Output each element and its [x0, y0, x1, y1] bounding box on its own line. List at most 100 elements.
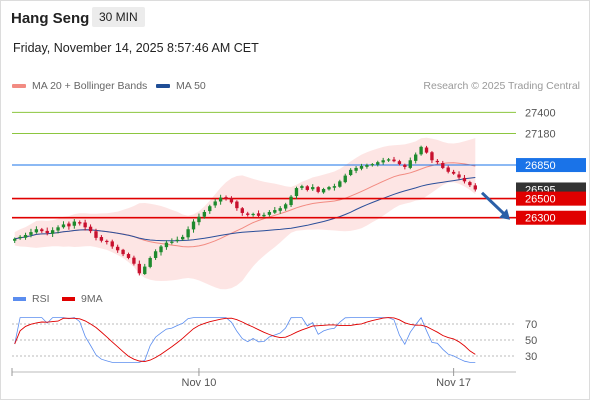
- candle-body: [202, 211, 207, 217]
- candle-body: [473, 185, 477, 190]
- candle-body: [88, 226, 93, 232]
- candle-body: [50, 230, 55, 234]
- indicator-legend-swatch-9ma: [62, 297, 75, 301]
- candle-body: [414, 154, 418, 161]
- candle-body: [34, 229, 39, 233]
- candle-body: [61, 224, 66, 228]
- candle-body: [273, 210, 277, 213]
- candle-body: [218, 197, 223, 202]
- candle-body: [408, 160, 412, 168]
- candle-body: [224, 197, 228, 199]
- candle-body: [365, 165, 369, 167]
- level-tag-26850: [516, 158, 586, 173]
- indicator-legend-label-9ma: 9MA: [81, 293, 103, 305]
- legend-item-ma50: MA 50: [156, 80, 206, 92]
- candle-body: [397, 161, 402, 165]
- candle-body: [99, 237, 104, 241]
- candle-body: [300, 186, 304, 188]
- x-axis-label: Nov 17: [436, 377, 471, 389]
- candle-body: [13, 238, 17, 241]
- candle-body: [462, 177, 467, 182]
- indicator-level-label-70: 70: [525, 319, 537, 331]
- indicator-legend-swatch-rsi: [13, 297, 26, 301]
- candle-body: [29, 232, 33, 235]
- level-tag-26500-top: [516, 191, 586, 206]
- candle-body: [132, 257, 136, 264]
- indicator-level-label-50: 50: [525, 335, 537, 347]
- candle-body: [40, 229, 44, 232]
- candle-body: [23, 234, 28, 238]
- candle-body: [56, 227, 60, 231]
- timestamp: Friday, November 14, 2025 8:57:46 AM CET: [13, 41, 259, 55]
- indicator-level-label-30: 30: [525, 351, 537, 363]
- candle-body: [343, 175, 347, 183]
- candle-body: [262, 214, 266, 217]
- candle-body: [381, 160, 385, 163]
- candle-body: [105, 240, 109, 243]
- candle-body: [229, 198, 234, 203]
- candle-body: [332, 186, 337, 188]
- candle-body: [181, 236, 185, 240]
- candle-body: [83, 222, 87, 228]
- candle-body: [67, 223, 71, 227]
- candle-body: [186, 229, 190, 238]
- candle-body: [278, 208, 282, 211]
- candle-body: [137, 263, 142, 274]
- candle-body: [403, 164, 407, 167]
- legend-item-ma20: MA 20 + Bollinger Bands: [12, 80, 147, 92]
- copyright-text: Research © 2025 Trading Central: [423, 80, 580, 92]
- level-label-27400: 27400: [525, 107, 556, 119]
- candle-body: [359, 166, 364, 169]
- timeframe-badge[interactable]: 30 MIN: [92, 7, 145, 27]
- instrument-title: Hang Seng: [11, 10, 90, 27]
- rsi-9ma-line: [14, 317, 476, 363]
- level-label-26500-top: 26500: [525, 194, 556, 206]
- projection-arrow-head: [499, 208, 510, 220]
- bollinger-band-fill: [14, 137, 476, 290]
- candle-body: [18, 236, 22, 239]
- candle-body: [94, 231, 98, 238]
- candle-body: [311, 187, 315, 190]
- candle-body: [170, 241, 174, 243]
- candle-body: [197, 216, 201, 223]
- level-tag-26300: [516, 210, 586, 225]
- indicator-legend-label-rsi: RSI: [32, 293, 50, 305]
- x-axis-label: Nov 10: [182, 377, 217, 389]
- candle-body: [305, 186, 309, 190]
- candle-body: [370, 164, 375, 166]
- candle-body: [148, 257, 152, 267]
- candle-body: [348, 169, 353, 175]
- candle-body: [110, 241, 114, 247]
- candle-body: [376, 162, 380, 165]
- legend-label-ma50: MA 50: [176, 80, 206, 92]
- rsi-line: [14, 316, 476, 363]
- candle-body: [338, 181, 342, 187]
- candle-body: [446, 167, 450, 172]
- candle-body: [208, 206, 212, 212]
- legend-label-ma20: MA 20 + Bollinger Bands: [32, 80, 148, 92]
- candle-body: [294, 188, 299, 197]
- candle-body: [392, 159, 396, 162]
- candle-body: [72, 221, 76, 226]
- candle-body: [283, 204, 288, 209]
- candle-body: [251, 213, 255, 216]
- candle-body: [468, 182, 472, 186]
- candle-body: [164, 242, 169, 248]
- ma20-swatch: [12, 84, 26, 88]
- candle-body: [289, 196, 293, 206]
- candle-body: [45, 230, 49, 234]
- candle-body: [419, 146, 423, 155]
- candle-body: [126, 254, 131, 258]
- candle-body: [246, 213, 250, 215]
- candle-body: [457, 174, 461, 178]
- candle-body: [386, 159, 391, 161]
- level-label-27180: 27180: [525, 128, 556, 140]
- candle-body: [175, 239, 179, 241]
- candle-body: [159, 246, 163, 253]
- candle-body: [321, 189, 326, 193]
- candle-body: [213, 201, 217, 206]
- candle-body: [435, 160, 440, 163]
- candle-body: [153, 251, 158, 258]
- candle-body: [316, 187, 320, 192]
